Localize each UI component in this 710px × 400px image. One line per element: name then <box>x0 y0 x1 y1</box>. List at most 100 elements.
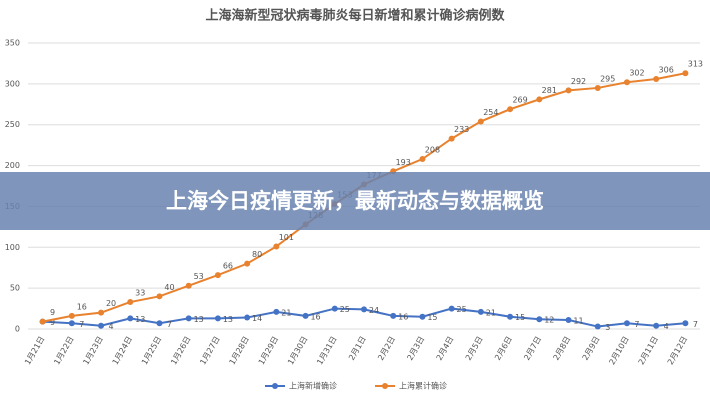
point <box>653 75 660 82</box>
data-label: 302 <box>629 69 644 78</box>
point <box>185 315 192 322</box>
data-label: 20 <box>106 299 116 308</box>
data-label: 233 <box>454 125 469 134</box>
point <box>214 315 221 322</box>
point <box>390 312 397 319</box>
data-label: 53 <box>194 272 204 281</box>
data-label: 14 <box>252 314 262 323</box>
x-tick-label: 2月10日 <box>607 335 630 367</box>
data-label: 4 <box>108 322 113 331</box>
point <box>98 309 105 316</box>
y-tick-label: 200 <box>5 161 20 170</box>
point <box>682 320 689 327</box>
y-tick-label: 250 <box>5 120 20 129</box>
data-label: 25 <box>340 305 350 314</box>
data-label: 7 <box>693 320 698 329</box>
data-label: 292 <box>571 77 586 86</box>
point <box>623 320 630 327</box>
point <box>244 260 251 267</box>
data-label: 208 <box>425 146 440 155</box>
point <box>68 312 75 319</box>
x-tick-label: 1月23日 <box>82 335 105 367</box>
data-label: 254 <box>483 108 498 117</box>
legend-label: 上海累计确诊 <box>399 381 447 391</box>
y-tick-label: 50 <box>10 284 20 293</box>
x-tick-label: 2月7日 <box>522 335 543 362</box>
point <box>127 299 134 306</box>
point <box>594 323 601 330</box>
point <box>477 308 484 315</box>
point <box>98 322 105 329</box>
point <box>653 322 660 329</box>
data-label: 25 <box>457 305 467 314</box>
x-tick-label: 2月6日 <box>493 335 514 362</box>
y-tick-label: 300 <box>5 79 20 88</box>
x-tick-label: 2月8日 <box>552 335 573 362</box>
x-tick-label: 1月31日 <box>315 335 338 367</box>
x-tick-label: 1月24日 <box>111 335 134 367</box>
point <box>682 70 689 77</box>
x-tick-label: 2月12日 <box>666 335 689 367</box>
data-label: 13 <box>194 315 204 324</box>
data-label: 24 <box>369 306 379 315</box>
data-label: 313 <box>688 60 703 69</box>
data-label: 12 <box>544 316 554 325</box>
x-tick-label: 1月30日 <box>286 335 309 367</box>
data-label: 9 <box>50 318 55 327</box>
x-tick-label: 2月5日 <box>464 335 485 362</box>
point <box>302 312 309 319</box>
legend-label: 上海新增确诊 <box>289 381 337 391</box>
point <box>536 316 543 323</box>
point <box>623 79 630 86</box>
data-label: 33 <box>135 289 145 298</box>
x-tick-label: 2月4日 <box>435 335 456 362</box>
data-label: 9 <box>50 308 55 317</box>
x-tick-label: 2月2日 <box>376 335 397 362</box>
data-label: 13 <box>223 315 233 324</box>
data-label: 101 <box>279 233 294 242</box>
y-tick-label: 0 <box>15 325 20 334</box>
point <box>127 315 134 322</box>
data-label: 16 <box>398 312 408 321</box>
point <box>68 320 75 327</box>
y-tick-label: 350 <box>5 39 20 48</box>
data-label: 281 <box>542 86 557 95</box>
point <box>361 306 367 313</box>
chart-title: 上海海新型冠状病毒肺炎每日新增和累计确诊病例数 <box>205 8 505 24</box>
point <box>273 243 280 250</box>
point <box>448 305 455 312</box>
data-label: 13 <box>135 315 145 324</box>
x-tick-label: 2月3日 <box>405 335 426 362</box>
point <box>244 314 251 321</box>
x-tick-label: 1月22日 <box>52 335 75 367</box>
data-label: 269 <box>512 96 527 105</box>
data-label: 4 <box>664 322 669 331</box>
data-label: 16 <box>77 302 87 311</box>
x-tick-label: 2月1日 <box>347 335 368 362</box>
x-tick-label: 1月29日 <box>257 335 280 367</box>
data-label: 21 <box>281 308 291 317</box>
x-tick-label: 1月21日 <box>23 335 46 367</box>
x-tick-label: 1月28日 <box>228 335 251 367</box>
x-tick-label: 1月27日 <box>198 335 221 367</box>
data-label: 40 <box>164 283 174 292</box>
banner: 上海今日疫情更新，最新动态与数据概览 <box>0 172 710 230</box>
x-tick-label: 1月25日 <box>140 335 163 367</box>
point <box>536 96 543 103</box>
point <box>39 318 46 325</box>
data-label: 295 <box>600 74 615 83</box>
x-tick-label: 1月26日 <box>169 335 192 367</box>
point <box>507 106 514 113</box>
data-label: 66 <box>223 262 233 271</box>
point <box>419 156 426 163</box>
point <box>565 317 572 324</box>
x-tick-label: 2月11日 <box>637 335 660 367</box>
data-label: 3 <box>605 323 610 332</box>
point <box>594 84 601 91</box>
point <box>156 320 163 327</box>
data-label: 7 <box>167 320 172 329</box>
legend-marker <box>382 383 388 389</box>
point <box>448 135 455 142</box>
